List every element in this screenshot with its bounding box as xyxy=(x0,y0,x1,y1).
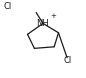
Text: Cl: Cl xyxy=(3,2,12,11)
Text: +: + xyxy=(51,13,57,20)
Text: Cl: Cl xyxy=(64,56,72,65)
Text: NH: NH xyxy=(36,19,49,28)
Text: −: − xyxy=(11,0,17,3)
